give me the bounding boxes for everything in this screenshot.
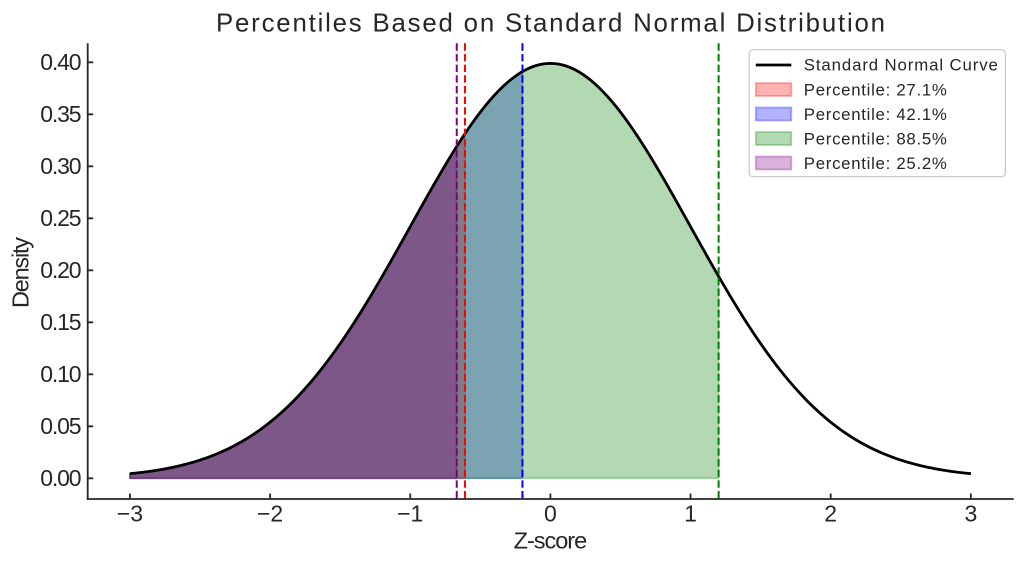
svg-text:Percentile: 27.1%: Percentile: 27.1%	[804, 80, 947, 99]
svg-text:Percentile: 88.5%: Percentile: 88.5%	[804, 129, 947, 148]
svg-text:0.30: 0.30	[40, 153, 81, 179]
svg-text:0.10: 0.10	[40, 361, 81, 387]
svg-text:0.15: 0.15	[40, 309, 81, 335]
svg-text:−1: −1	[397, 501, 423, 527]
svg-text:−3: −3	[117, 501, 143, 527]
svg-text:Standard Normal Curve: Standard Normal Curve	[804, 56, 998, 75]
svg-text:0.35: 0.35	[40, 101, 81, 127]
svg-text:Percentile: 25.2%: Percentile: 25.2%	[804, 154, 947, 173]
svg-text:Percentiles Based on Standard: Percentiles Based on Standard Normal Dis…	[216, 9, 885, 37]
svg-text:1: 1	[684, 501, 697, 527]
svg-text:Z-score: Z-score	[514, 527, 588, 553]
svg-text:−2: −2	[257, 501, 283, 527]
svg-text:3: 3	[965, 501, 978, 527]
svg-text:Percentile: 42.1%: Percentile: 42.1%	[804, 105, 947, 124]
svg-text:0.00: 0.00	[40, 465, 81, 491]
svg-text:0.05: 0.05	[40, 413, 81, 439]
svg-text:Density: Density	[8, 237, 34, 308]
svg-text:0.40: 0.40	[40, 49, 81, 75]
svg-text:0: 0	[544, 501, 557, 527]
svg-text:0.25: 0.25	[40, 205, 81, 231]
svg-text:2: 2	[824, 501, 837, 527]
svg-text:0.20: 0.20	[40, 257, 81, 283]
